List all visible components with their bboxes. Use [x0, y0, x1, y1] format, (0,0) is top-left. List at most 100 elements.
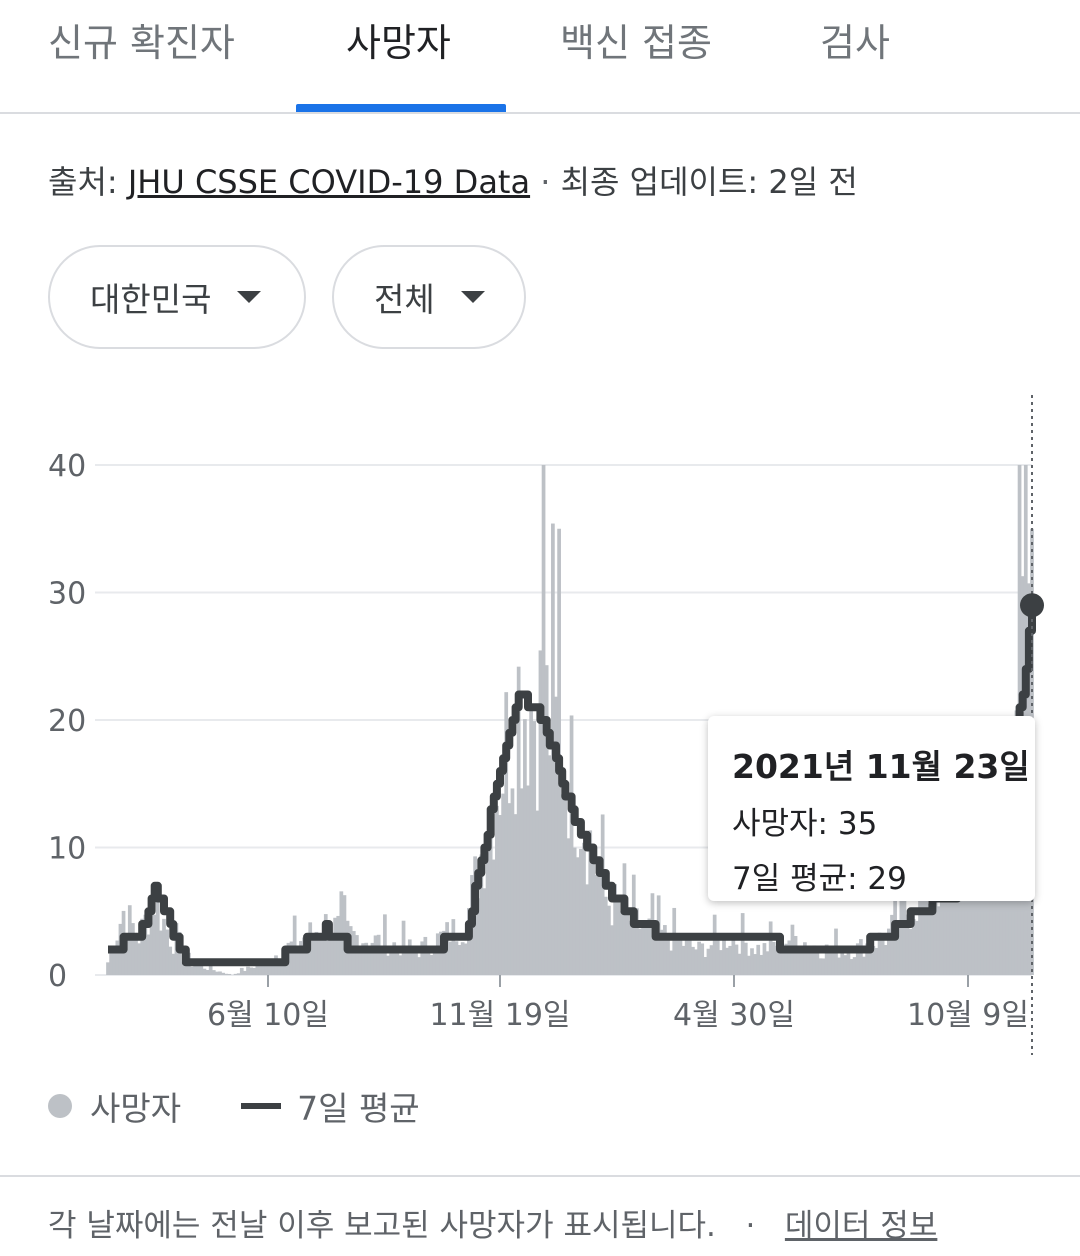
tab-vaccination[interactable]: 백신 접종	[560, 21, 712, 65]
bar	[246, 966, 250, 975]
bar	[373, 935, 378, 975]
bar	[784, 943, 789, 975]
bar	[311, 933, 316, 975]
tab-new-cases[interactable]: 신규 확진자	[48, 21, 235, 65]
bar	[504, 692, 509, 975]
bar	[675, 939, 680, 975]
bar	[871, 945, 876, 975]
legend-deaths-swatch	[48, 1094, 72, 1118]
bar	[681, 945, 686, 975]
bar	[563, 784, 568, 975]
bar	[600, 814, 605, 975]
bar	[482, 888, 487, 975]
bar	[554, 696, 558, 975]
bar	[271, 960, 275, 975]
bar	[155, 896, 160, 975]
bar	[946, 849, 950, 975]
source-link[interactable]: JHU CSSE COVID-19 Data	[127, 163, 531, 201]
bar	[221, 972, 225, 975]
bar	[264, 958, 269, 975]
bar	[252, 967, 257, 975]
bar	[880, 938, 885, 975]
y-tick-label: 30	[48, 577, 86, 612]
bar	[703, 957, 708, 975]
bar	[295, 945, 300, 975]
bar	[644, 920, 649, 975]
bar	[267, 963, 272, 975]
source-prefix: 출처:	[48, 163, 118, 201]
bar	[936, 906, 941, 975]
bar	[507, 803, 512, 975]
bar	[180, 962, 185, 975]
bar	[115, 940, 120, 975]
period-dropdown-label: 전체	[374, 280, 435, 319]
bar	[168, 946, 173, 975]
bar	[392, 942, 397, 975]
bar	[211, 970, 216, 975]
bar	[619, 911, 624, 975]
bar	[227, 973, 232, 975]
bar	[386, 955, 390, 975]
chart-y-axis: 0 10 20 30 40	[48, 449, 86, 994]
bar	[277, 960, 281, 975]
bar	[526, 785, 530, 975]
bar	[911, 919, 916, 975]
bar	[429, 954, 434, 975]
legend-average-label: 7일 평균	[297, 1089, 420, 1128]
bar	[927, 903, 932, 975]
bar	[930, 896, 935, 975]
bar	[678, 937, 683, 975]
bar	[333, 917, 337, 975]
bar	[171, 953, 176, 975]
bar	[205, 969, 210, 975]
bar	[862, 956, 866, 975]
bar	[896, 926, 901, 975]
bar	[261, 959, 266, 975]
bar	[921, 887, 925, 975]
bar	[837, 957, 841, 975]
x-tick-label: 11월 19일	[429, 998, 570, 1033]
bar	[821, 958, 826, 975]
bar	[355, 935, 359, 975]
bar	[575, 857, 580, 975]
bar	[635, 908, 639, 975]
period-dropdown[interactable]: 전체	[332, 245, 526, 349]
bar	[915, 920, 919, 975]
bar	[815, 950, 820, 975]
bar	[566, 838, 571, 975]
bar	[806, 949, 810, 975]
bar	[370, 942, 375, 975]
tab-deaths[interactable]: 사망자	[346, 21, 451, 65]
bar	[974, 856, 978, 975]
bar	[666, 938, 670, 975]
chart-legend: 사망자 7일 평균	[48, 1082, 420, 1130]
bar	[165, 929, 169, 975]
bar	[572, 847, 577, 975]
bar	[641, 926, 645, 975]
bar	[958, 892, 963, 975]
bar	[426, 950, 431, 975]
bar	[824, 944, 829, 975]
bar	[579, 848, 583, 975]
bar	[395, 946, 400, 975]
data-info-link[interactable]: 데이터 정보	[784, 1208, 938, 1244]
bar	[709, 945, 714, 975]
bar	[249, 967, 253, 975]
tooltip-average: 7일 평균: 29	[732, 861, 907, 897]
bar	[544, 665, 549, 975]
bar	[818, 958, 823, 975]
bar	[146, 934, 151, 975]
bar	[877, 932, 882, 975]
bar	[448, 941, 453, 975]
region-dropdown[interactable]: 대한민국	[48, 245, 306, 349]
bar	[840, 951, 845, 975]
bar	[417, 957, 421, 975]
bar	[560, 794, 565, 975]
tab-testing[interactable]: 검사	[820, 21, 890, 65]
bar	[607, 905, 611, 975]
bar	[859, 939, 863, 975]
bar	[327, 939, 331, 975]
bar	[831, 948, 835, 975]
bar	[140, 918, 145, 975]
bar	[756, 944, 761, 975]
